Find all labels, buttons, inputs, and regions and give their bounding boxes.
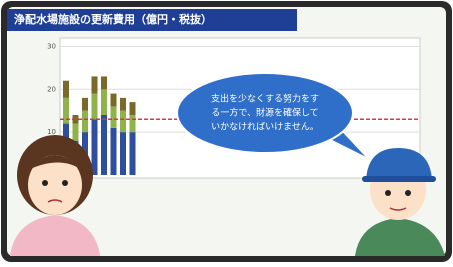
bar-segment (120, 98, 126, 111)
bar-segment (111, 128, 117, 175)
bubble-text: いかなければいけません。 (211, 122, 319, 133)
bar-segment (130, 132, 136, 175)
screen: 浄配水場施設の更新費用（億円・税抜） 10 20 30 支出を少なくする努力をす る… (0, 0, 453, 263)
bubble-text: る一方で、財源を確保して (211, 107, 318, 119)
y-tick-label: 30 (47, 42, 56, 50)
bar-segment (92, 76, 98, 93)
bar-segment (130, 115, 136, 132)
bar-segment (101, 89, 107, 115)
y-tick-label: 20 (47, 85, 56, 93)
woman-character (10, 135, 100, 256)
bar-segment (111, 94, 117, 107)
bar-segment (82, 98, 88, 111)
bar-segment (82, 111, 88, 132)
bar-segment (63, 81, 69, 98)
bar-segment (101, 76, 107, 89)
bar-segment (120, 132, 126, 175)
bar-segment (120, 111, 126, 132)
bar-segment (73, 124, 79, 141)
chart-title: 浄配水場施設の更新費用（億円・税抜） (14, 12, 212, 26)
bar-segment (111, 106, 117, 127)
bar-segment (92, 119, 98, 175)
y-tick-label: 10 (47, 128, 56, 136)
bar-segment (92, 94, 98, 120)
bubble-text: 支出を少なくする努力をす (211, 93, 319, 105)
bar-segment (130, 102, 136, 115)
bar-segment (101, 115, 107, 175)
